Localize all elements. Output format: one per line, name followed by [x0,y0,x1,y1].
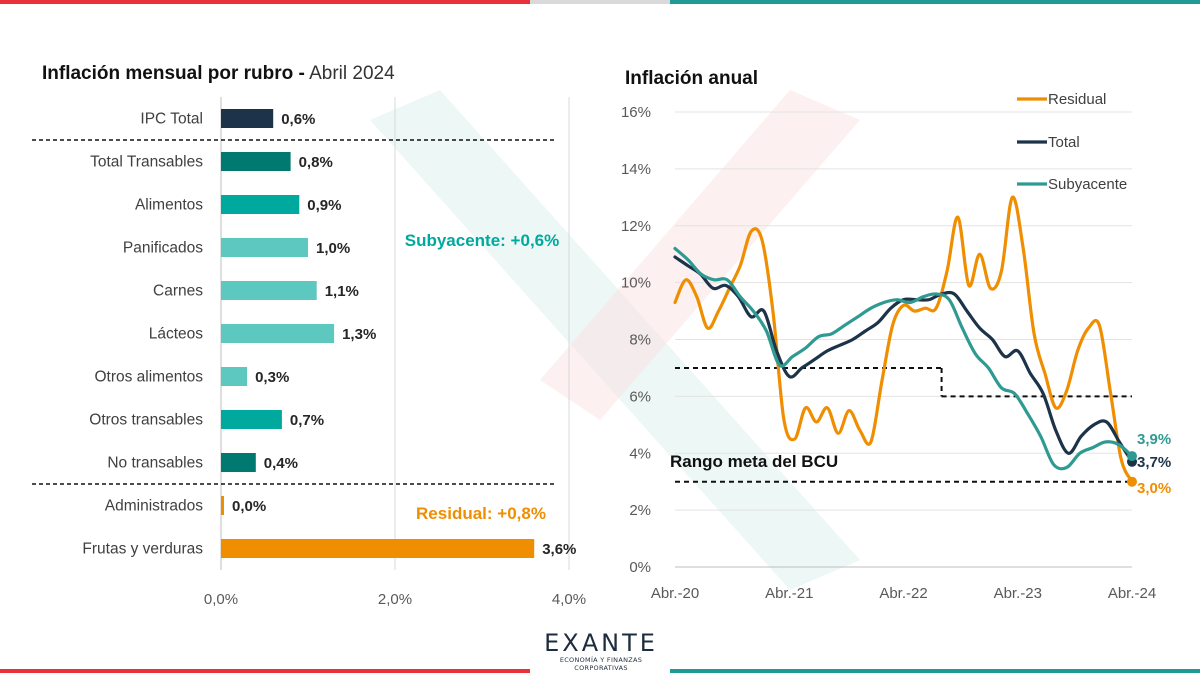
bar-value-label: 0,9% [307,197,341,214]
target-range-label: Rango meta del BCU [670,452,838,471]
line-y-tick-label: 12% [621,218,651,235]
legend-entry-residual: Residual [1017,91,1106,108]
line-y-tick-label: 6% [629,388,651,405]
bar-value-label: 0,0% [232,498,266,515]
bar-value-label: 1,1% [325,283,359,300]
legend-label: Residual [1048,91,1106,108]
line-y-tick-label: 4% [629,445,651,462]
bar-value-label: 0,8% [299,154,333,171]
left-chart-title-period: Abril 2024 [309,63,395,84]
legend-label: Total [1048,134,1080,151]
left-chart-title-bold: Inflación mensual por rubro - [42,63,305,84]
bar-value-label: 3,6% [542,541,576,558]
line-x-tick-label: Abr.-23 [994,585,1042,602]
bar-x-tick-label: 2,0% [378,591,412,608]
bar-category-label: Lácteos [149,326,204,343]
series-line-residual [673,195,1134,484]
bar-value-label: 0,3% [255,369,289,386]
bar-category-label: Total Transables [90,154,203,171]
top-brand-bar [0,0,1200,4]
bar-category-label: Otros alimentos [94,369,203,386]
line-y-tick-label: 2% [629,502,651,519]
exante-logo: EXANTE ECONOMÍA Y FINANZAS CORPORATIVAS [536,630,666,672]
bar-x-tick-label: 0,0% [204,591,238,608]
line-chart: 0% 2% 4% 6% 8% 10% 12% 14% 16% Abr.-20 Abr.-21 Abr.… [621,91,1171,602]
subyacente-annotation: Subyacente: +0,6% [405,231,560,250]
bar [221,152,291,171]
line-x-tick-label: Abr.-22 [879,585,927,602]
bar-value-label: 0,7% [290,412,324,429]
logo-wordmark: EXANTE [544,629,658,657]
bar [221,410,282,429]
line-y-tick-label: 8% [629,332,651,349]
series-end-label: 3,7% [1137,454,1171,471]
line-x-tick-label: Abr.-21 [765,585,813,602]
bar-category-label: Carnes [153,283,203,300]
bar [221,539,535,558]
bar-category-label: Otros transables [89,412,203,429]
bar-value-label: 0,6% [281,111,315,128]
bar [221,367,248,386]
series-end-label: 3,0% [1137,480,1171,497]
bar [221,109,274,128]
bar [221,453,256,472]
line-y-tick-label: 16% [621,104,651,121]
right-chart-title: Inflación anual [625,68,758,90]
legend-entry-subyacente: Subyacente [1017,176,1127,193]
bar-category-label: IPC Total [140,111,203,128]
line-y-tick-label: 0% [629,559,651,576]
bar-category-label: Administrados [105,498,203,515]
bar-value-label: 0,4% [264,455,298,472]
residual-annotation: Residual: +0,8% [416,504,546,523]
line-y-tick-label: 10% [621,275,651,292]
bar-category-label: Panificados [123,240,203,257]
right-chart-title-text: Inflación anual [625,68,759,89]
bar-x-tick-label: 4,0% [552,591,586,608]
series-line-total [673,255,1134,464]
bar-category-label: Frutas y verduras [82,541,203,558]
line-y-tick-label: 14% [621,161,651,178]
bottom-brand-bar [0,669,1200,673]
bar [221,281,317,300]
bar-chart: 0,0% 2,0% 4,0% IPC Total 0,6% Total Transable… [32,97,586,608]
bar [221,324,335,343]
line-x-tick-label: Abr.-20 [651,585,699,602]
series-endpoint-subyacente [1127,451,1137,462]
bar [221,195,300,214]
bar-value-label: 1,3% [342,326,376,343]
bar-category-label: Alimentos [135,197,203,214]
left-chart-title: Inflación mensual por rubro - Abril 2024 [42,63,395,85]
bar-value-label: 1,0% [316,240,350,257]
series-end-label: 3,9% [1137,431,1171,448]
legend-label: Subyacente [1048,176,1127,193]
bar [221,496,224,515]
logo-tagline: ECONOMÍA Y FINANZAS CORPORATIVAS [559,656,643,672]
legend-entry-total: Total [1017,134,1080,151]
series-line-subyacente [673,246,1134,471]
bar-category-label: No transables [107,455,203,472]
bar [221,238,308,257]
line-x-tick-label: Abr.-24 [1108,585,1156,602]
series-endpoint-residual [1127,476,1137,487]
